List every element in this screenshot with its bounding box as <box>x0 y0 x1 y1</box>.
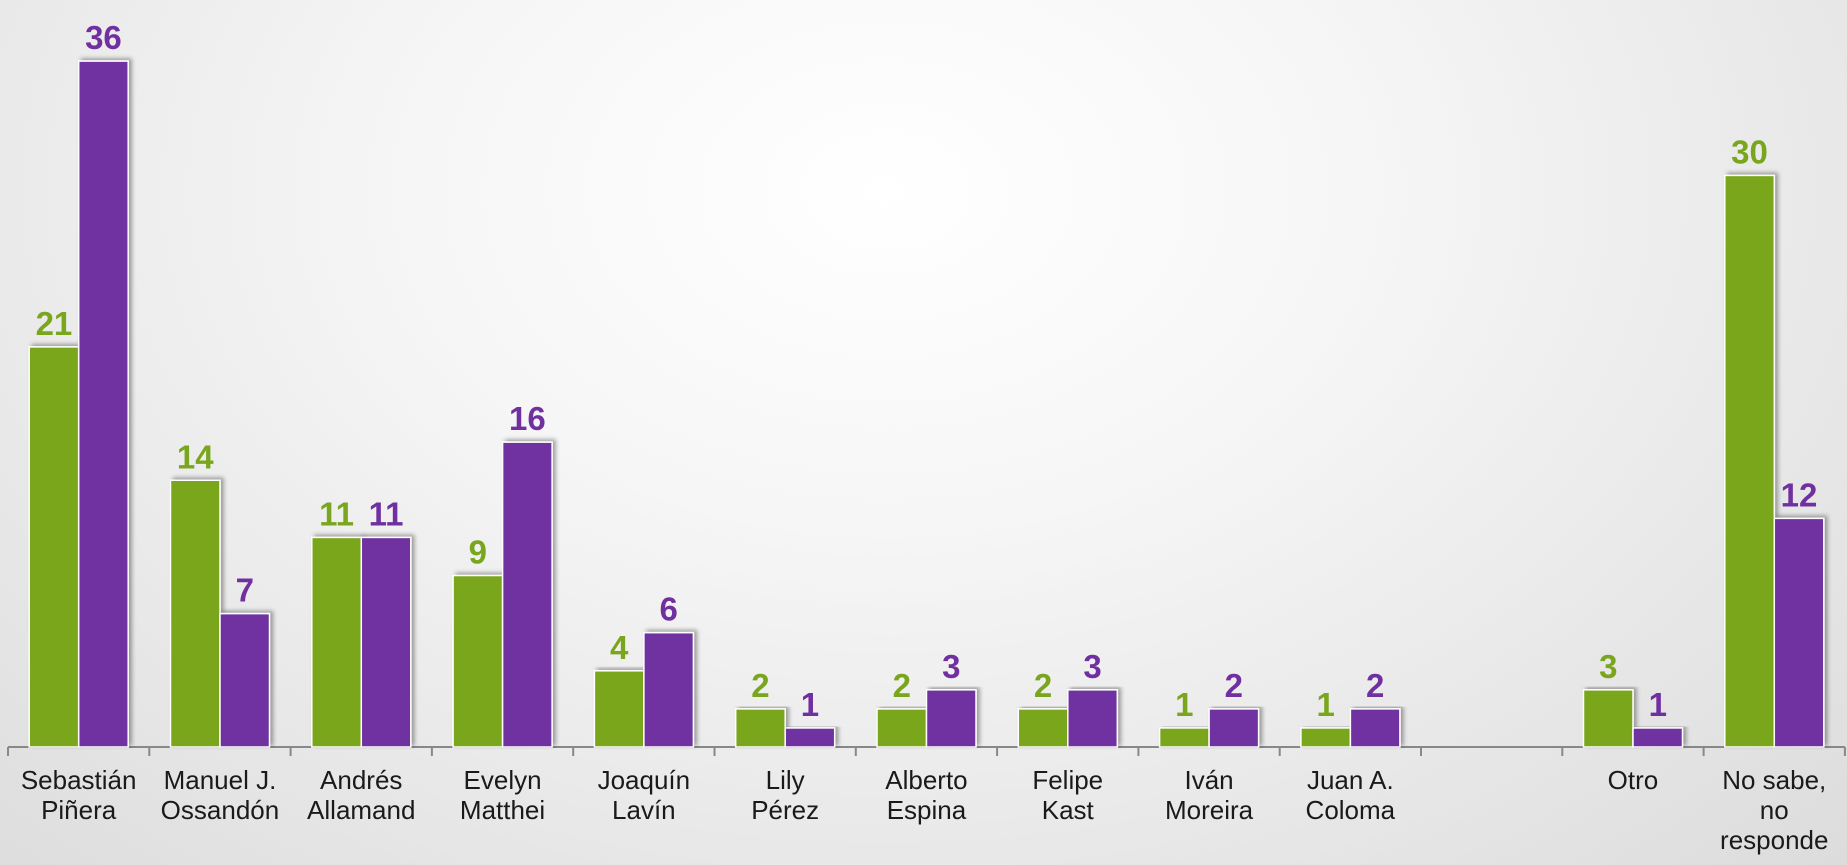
x-tick-label: Sebastián <box>21 765 137 795</box>
data-label: 16 <box>509 400 546 437</box>
data-label: 3 <box>942 648 960 685</box>
x-tick-label: Juan A. <box>1307 765 1394 795</box>
data-label: 2 <box>1366 667 1384 704</box>
x-tick-label: Allamand <box>307 795 415 825</box>
x-tick-label: responde <box>1720 825 1828 855</box>
data-label: 1 <box>1316 686 1334 723</box>
x-tick-label: no <box>1760 795 1789 825</box>
x-tick-label: Ossandón <box>161 795 280 825</box>
x-tick-label: No sabe, <box>1722 765 1826 795</box>
bar <box>1208 708 1260 748</box>
data-label: 6 <box>659 591 677 628</box>
x-tick-label: Joaquín <box>598 765 691 795</box>
bar <box>1632 727 1684 748</box>
bar <box>1349 708 1401 748</box>
x-tick-label: Iván <box>1184 765 1233 795</box>
x-tick-label: Andrés <box>320 765 402 795</box>
data-label: 2 <box>751 667 769 704</box>
data-label: 2 <box>893 667 911 704</box>
data-label: 7 <box>236 572 254 609</box>
data-label: 1 <box>801 686 819 723</box>
data-label: 11 <box>369 495 404 532</box>
bar <box>784 727 836 748</box>
data-label: 14 <box>177 438 214 475</box>
x-tick-label: Piñera <box>41 795 117 825</box>
x-tick-label: Alberto <box>885 765 967 795</box>
x-tick-label: Manuel J. <box>164 765 277 795</box>
bar <box>77 60 129 748</box>
x-tick-label: Otro <box>1608 765 1659 795</box>
bar <box>452 574 504 748</box>
x-tick-label: Lily <box>766 765 805 795</box>
bar <box>501 441 553 748</box>
data-label: 1 <box>1649 686 1667 723</box>
data-label: 1 <box>1175 686 1193 723</box>
bar <box>1300 727 1352 748</box>
bar <box>360 536 412 748</box>
x-tick-label: Pérez <box>751 795 819 825</box>
data-label: 21 <box>36 305 73 342</box>
bar <box>1158 727 1210 748</box>
bar <box>1724 174 1776 748</box>
data-label: 36 <box>85 19 122 56</box>
x-tick-label: Evelyn <box>464 765 542 795</box>
x-tick-label: Matthei <box>460 795 545 825</box>
x-tick-label: Coloma <box>1306 795 1396 825</box>
bar <box>1067 689 1119 748</box>
data-label: 2 <box>1225 667 1243 704</box>
bar <box>1582 689 1634 748</box>
data-label: 11 <box>319 495 354 532</box>
data-label: 9 <box>469 534 487 571</box>
bar <box>28 346 80 748</box>
data-label: 4 <box>610 629 629 666</box>
data-label: 30 <box>1731 133 1768 170</box>
data-label: 3 <box>1599 648 1617 685</box>
bar <box>1773 517 1825 748</box>
bar <box>219 612 271 748</box>
bar <box>311 536 363 748</box>
bar <box>593 670 645 748</box>
bar <box>1017 708 1069 748</box>
x-tick-label: Lavín <box>612 795 676 825</box>
x-tick-label: Espina <box>887 795 967 825</box>
bar <box>925 689 977 748</box>
bar <box>876 708 928 748</box>
bar <box>643 631 695 748</box>
data-label: 2 <box>1034 667 1052 704</box>
x-tick-label: Felipe <box>1032 765 1103 795</box>
x-tick-label: Moreira <box>1165 795 1254 825</box>
data-label: 3 <box>1083 648 1101 685</box>
data-label: 12 <box>1781 476 1818 513</box>
bar <box>734 708 786 748</box>
x-tick-label: Kast <box>1042 795 1095 825</box>
bar <box>169 479 221 748</box>
